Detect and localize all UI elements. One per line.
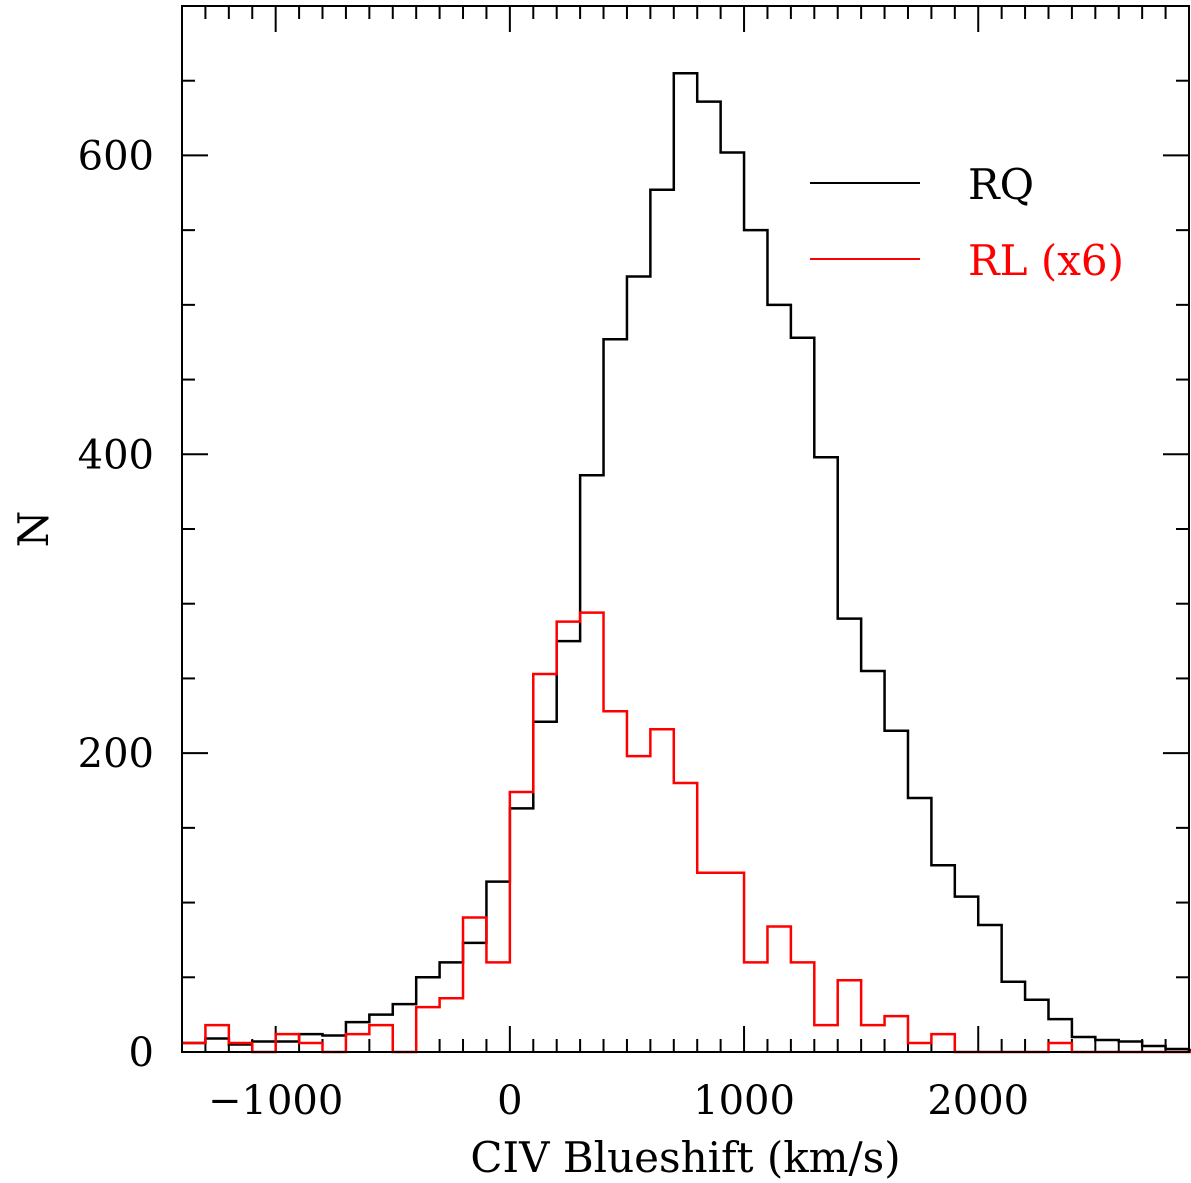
series-rl-histogram [182,611,1191,1054]
tick-labels: −1000 0 1000 2000 0 200 400 600 [78,133,1029,1124]
series-layer [182,71,1191,1054]
legend-label-rq: RQ [968,160,1034,209]
x-axis-label: CIV Blueshift (km/s) [470,1133,900,1182]
legend: RQ RL (x6) [810,160,1124,285]
x-tick-label: 2000 [927,1078,1029,1124]
y-tick-label: 0 [129,1030,154,1076]
plot-frame [181,5,1190,1053]
x-tick-label: 0 [497,1078,522,1124]
x-tick-label: 1000 [693,1078,795,1124]
y-tick-label: 400 [78,432,154,478]
legend-label-rl: RL (x6) [968,236,1124,285]
y-tick-label: 600 [78,133,154,179]
y-axis-label: N [9,511,58,548]
y-tick-label: 200 [78,731,154,777]
x-tick-label: −1000 [208,1078,343,1124]
axis-ticks [181,5,1190,1053]
series-rq-histogram [182,71,1191,1052]
